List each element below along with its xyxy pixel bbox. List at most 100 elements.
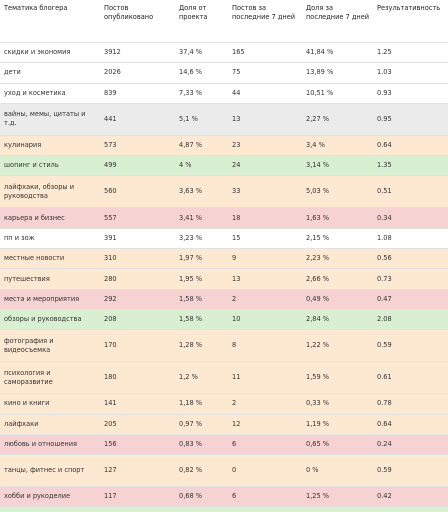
value-cell: 1,63 % [302, 207, 373, 229]
value-cell: 1.08 [373, 227, 448, 249]
value-cell: 1,95 % [175, 268, 228, 290]
value-cell: 0.78 [373, 393, 448, 415]
value-cell: 23 [228, 134, 302, 156]
value-cell: 3912 [100, 41, 175, 63]
value-cell: 573 [100, 134, 175, 156]
topic-cell: кино и книги [0, 393, 100, 415]
topic-cell: пп и зож [0, 227, 100, 249]
topic-cell: шопинг и стиль [0, 155, 100, 176]
value-cell: 0,82 % [175, 454, 228, 487]
value-cell: 1,97 % [175, 248, 228, 269]
column-header: Доля от проекта [179, 4, 208, 21]
value-cell: 560 [100, 175, 175, 208]
value-cell: 6 [228, 433, 302, 455]
value-cell: 3,41 % [175, 207, 228, 229]
value-cell: 839 [100, 82, 175, 104]
value-cell: 1.54 [373, 506, 448, 512]
value-cell: 0.95 [373, 102, 448, 136]
topic-cell: хобби и рукоделие [0, 486, 100, 507]
value-cell: 170 [100, 329, 175, 362]
table-row: кулинария 573 4,87 % 23 3,4 % 0.64 [0, 134, 448, 156]
value-cell: 0,68 % [175, 486, 228, 507]
value-cell: 15 [228, 227, 302, 249]
value-cell: 2,27 % [302, 102, 373, 136]
value-cell: 165 [228, 41, 302, 63]
table-row: путешествия 280 1,95 % 13 2,66 % 0.73 [0, 268, 448, 290]
value-cell: 156 [100, 433, 175, 455]
topic-cell: вайны, мемы, цитаты и т.д. [0, 102, 100, 136]
value-cell: 0,52 % [175, 506, 228, 512]
value-cell: 0,83 % [175, 433, 228, 455]
table-body: скидки и экономия 3912 37,4 % 165 41,84 % 1.2… [0, 41, 448, 512]
value-cell: 0.59 [373, 329, 448, 362]
topic-cell: карьера и бизнес [0, 207, 100, 229]
value-cell: 292 [100, 288, 175, 310]
value-cell: 1,2 % [175, 361, 228, 394]
column-header: Результативность [377, 4, 441, 12]
value-cell: 0.59 [373, 454, 448, 487]
table-row: кино и книги 141 1,18 % 2 0,33 % 0.78 [0, 393, 448, 415]
value-cell: 2,23 % [302, 248, 373, 269]
value-cell: 13 [228, 102, 302, 136]
value-cell: 0,33 % [302, 393, 373, 415]
value-cell: 1,28 % [175, 329, 228, 362]
topic-cell: кулинария [0, 134, 100, 156]
value-cell: 1,25 % [302, 486, 373, 507]
value-cell: 391 [100, 227, 175, 249]
table-row: танцы, фитнес и спорт 127 0,82 % 0 0 % 0.59 [0, 454, 448, 487]
value-cell: 8 [228, 329, 302, 362]
table-row: вайны, мемы, цитаты и т.д. 441 5,1 % 13 2,27… [0, 102, 448, 136]
topic-cell: местные новости [0, 248, 100, 269]
value-cell: 4 [228, 506, 302, 512]
value-cell: 208 [100, 308, 175, 330]
value-cell: 310 [100, 248, 175, 269]
table-row: карьера и бизнес 557 3,41 % 18 1,63 % 0.34 [0, 207, 448, 229]
topic-cell: места и мероприятия [0, 288, 100, 310]
table-row: уход и косметика 839 7,33 % 44 10,51 % 0.93 [0, 82, 448, 104]
value-cell: 3,14 % [302, 155, 373, 176]
value-cell: 499 [100, 155, 175, 176]
value-cell: 33 [228, 175, 302, 208]
value-cell: 2,66 % [302, 268, 373, 290]
value-cell: 0.64 [373, 413, 448, 435]
topic-cell: уход и косметика [0, 82, 100, 104]
value-cell: 441 [100, 102, 175, 136]
value-cell: 0.34 [373, 207, 448, 229]
value-cell: 44 [228, 82, 302, 104]
value-cell: 0.47 [373, 288, 448, 310]
topic-cell: путешествия [0, 268, 100, 290]
value-cell: 1,59 % [302, 361, 373, 394]
value-cell: 1,18 % [175, 393, 228, 415]
value-cell: 1,22 % [302, 329, 373, 362]
value-cell: 4 % [175, 155, 228, 176]
topic-cell: фотография и видеосъемка [0, 329, 100, 362]
value-cell: 0.56 [373, 248, 448, 269]
value-cell: 1,58 % [175, 288, 228, 310]
value-cell: 41,84 % [302, 41, 373, 63]
table-row: обзоры и руководства 208 1,58 % 10 2,84 % 2.0… [0, 308, 448, 330]
value-cell: 0.61 [373, 361, 448, 394]
table-row: фотография и видеосъемка 170 1,28 % 8 1,22 %… [0, 329, 448, 362]
value-cell: 1,19 % [302, 413, 373, 435]
value-cell: 3,4 % [302, 134, 373, 156]
value-cell: 180 [100, 361, 175, 394]
value-cell: 2.08 [373, 308, 448, 330]
value-cell: 0 % [302, 454, 373, 487]
value-cell: 5,1 % [175, 102, 228, 136]
value-cell: 117 [100, 486, 175, 507]
value-cell: 13,89 % [302, 62, 373, 84]
value-cell: 0.73 [373, 268, 448, 290]
value-cell: 0.24 [373, 433, 448, 455]
column-header: Тематика блогера [4, 4, 68, 12]
value-cell: 6 [228, 486, 302, 507]
value-cell: 205 [100, 413, 175, 435]
table-row: лайфхаки, обзоры и руководства 560 3,63 % 3… [0, 175, 448, 208]
value-cell: 0.64 [373, 134, 448, 156]
value-cell: 0.42 [373, 486, 448, 507]
value-cell: 3,63 % [175, 175, 228, 208]
value-cell: 1.25 [373, 41, 448, 63]
value-cell: 37,4 % [175, 41, 228, 63]
table-row: дети 2026 14,6 % 75 13,89 % 1.03 [0, 62, 448, 84]
